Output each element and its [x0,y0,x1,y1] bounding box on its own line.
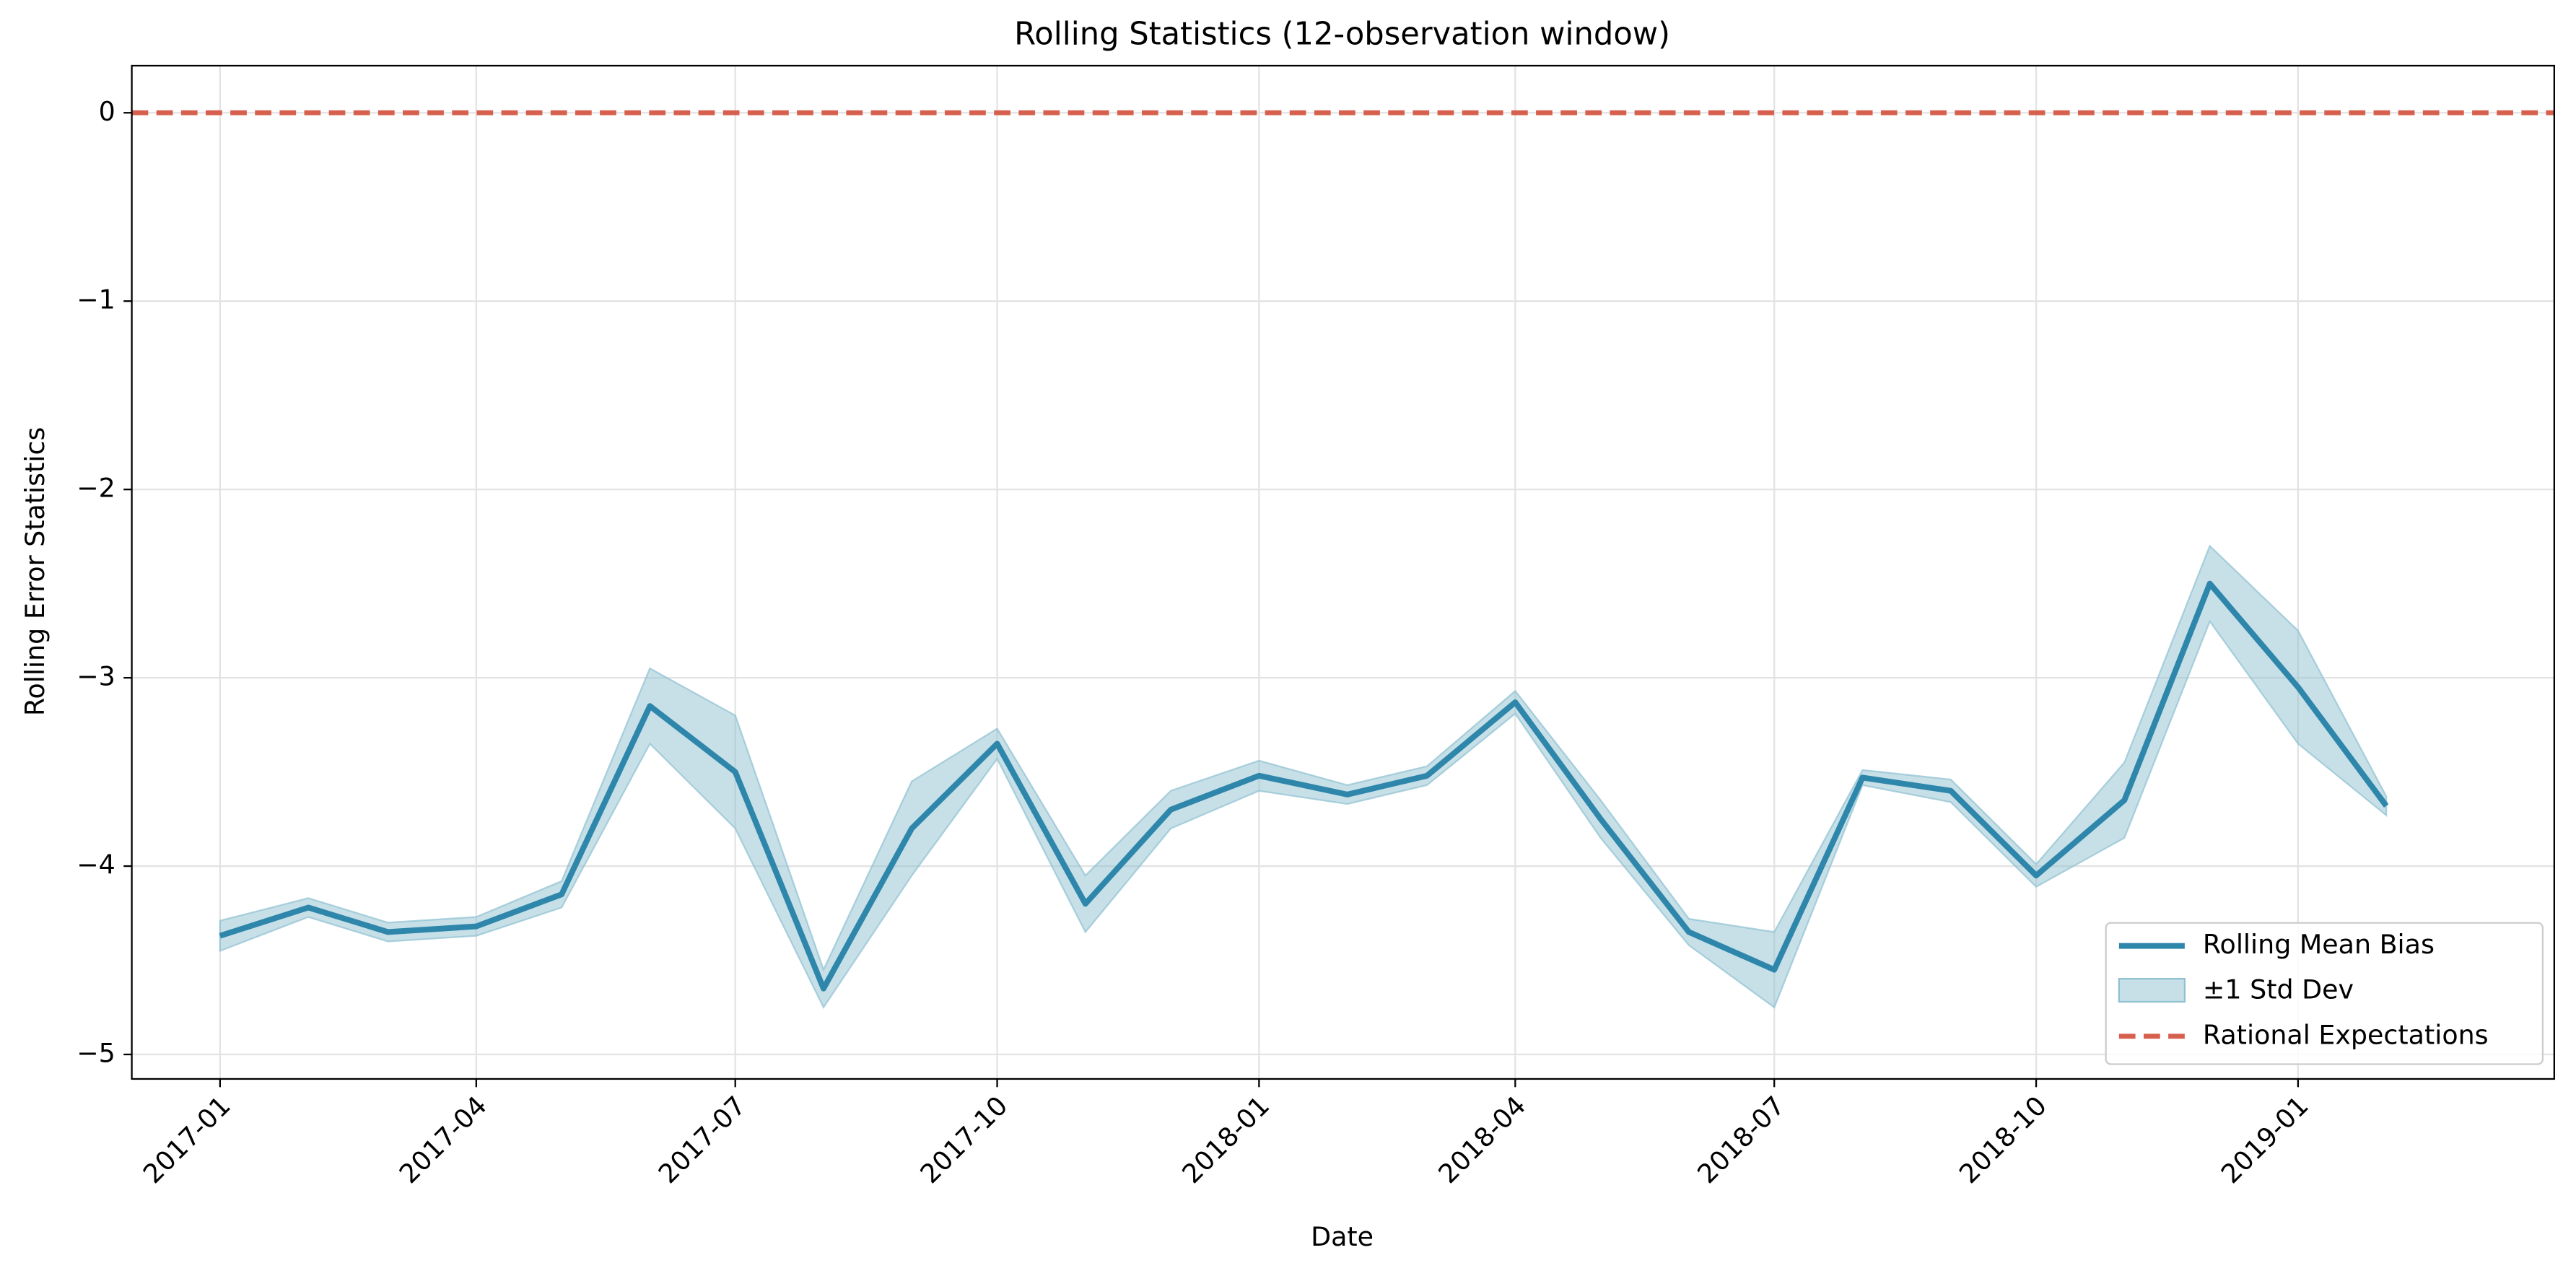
x-tick-label: 2017-04 [393,1090,493,1189]
x-tick-label: 2019-01 [2215,1090,2315,1189]
y-tick-label: −3 [77,661,115,692]
y-tick-label: −2 [77,473,115,504]
x-tick-label: 2018-10 [1953,1090,2053,1189]
x-tick-label: 2017-07 [652,1090,752,1189]
std-band [219,544,2388,1010]
y-tick-label: −4 [77,849,115,880]
legend-label: Rolling Mean Bias [2203,929,2435,960]
y-tick-label: −5 [77,1038,115,1069]
legend-swatch [2118,978,2186,1003]
chart-title: Rolling Statistics (12-observation windo… [1014,17,1670,53]
x-tick-label: 2017-10 [914,1090,1014,1189]
x-axis-label: Date [1311,1221,1374,1252]
mean-line [219,580,2389,992]
y-tick-label: −1 [77,284,115,315]
legend-label: Rational Expectations [2203,1019,2489,1050]
x-tick-label: 2017-01 [137,1090,237,1189]
x-tick-label: 2018-07 [1691,1090,1791,1189]
legend-box [2105,922,2544,1065]
x-tick-label: 2018-01 [1176,1090,1275,1189]
y-axis-label: Rolling Error Statistics [19,427,51,717]
x-tick-label: 2018-04 [1432,1090,1532,1189]
plot-frame [131,64,2555,1080]
legend-label: ±1 Std Dev [2203,974,2354,1005]
y-tick-label: 0 [99,96,115,127]
